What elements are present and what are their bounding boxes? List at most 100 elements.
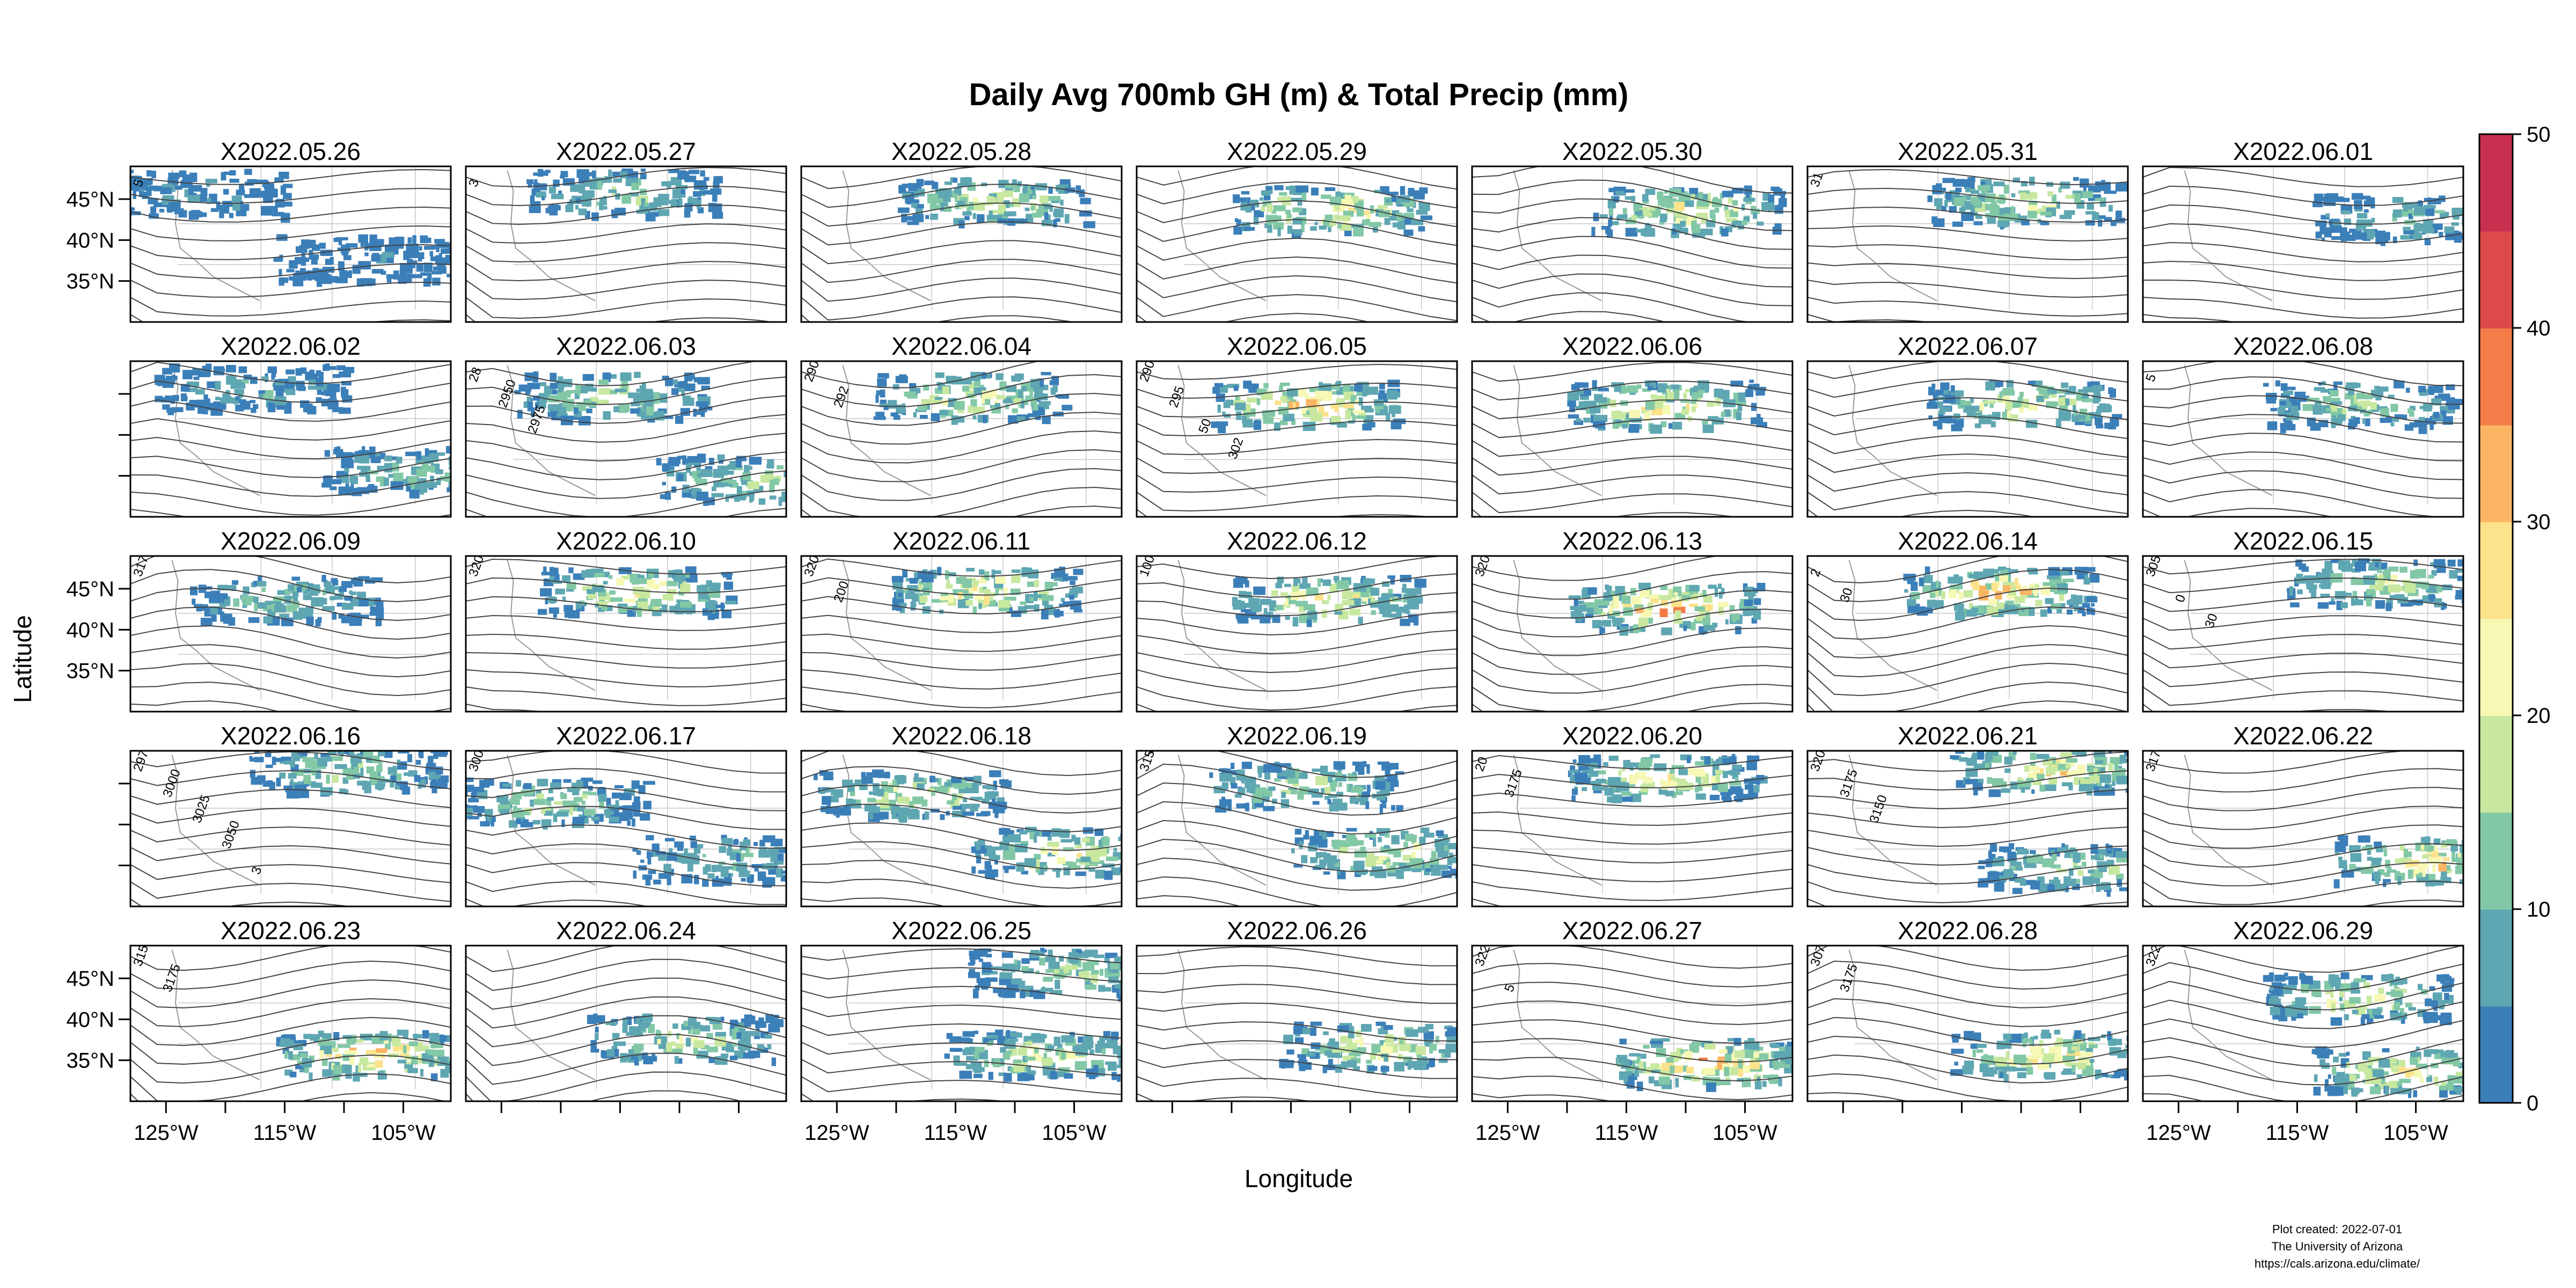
precip-cell [2057, 608, 2062, 614]
precip-cell [1297, 791, 1304, 800]
precip-cell [2101, 180, 2105, 185]
precip-cell [241, 379, 249, 384]
precip-cell [1004, 867, 1009, 873]
precip-cell [893, 786, 898, 792]
precip-cell [2464, 592, 2475, 600]
precip-cell [1286, 766, 1292, 773]
precip-cell [272, 603, 276, 612]
precip-cell [536, 183, 547, 191]
precip-cell [1936, 205, 1942, 210]
precip-cell [1655, 400, 1664, 409]
precip-cell [400, 267, 406, 272]
gh-contour [466, 669, 786, 687]
precip-cell [418, 751, 423, 757]
precip-cell [1034, 604, 1040, 612]
precip-cell [1748, 384, 1758, 390]
panel: X2022.06.01 [2142, 137, 2476, 323]
precip-cell [1366, 764, 1370, 774]
precip-cell [2455, 590, 2463, 596]
precip-cell [530, 195, 535, 205]
precip-cell [1718, 602, 1729, 608]
precip-cell [573, 405, 577, 409]
precip-cell [1119, 865, 1122, 873]
precip-cell [733, 839, 739, 845]
precip-cell [1386, 413, 1391, 422]
precip-cell [1260, 598, 1272, 605]
precip-cell [662, 463, 670, 471]
precip-cell [1060, 839, 1073, 843]
precip-cell [1318, 406, 1324, 413]
precip-cell [690, 841, 694, 848]
precip-cell [2040, 211, 2052, 216]
precip-cell [1324, 787, 1331, 795]
precip-cell [1332, 799, 1343, 804]
precip-cell [1375, 409, 1388, 416]
precip-cell [788, 866, 801, 872]
precip-cell [1607, 229, 1613, 238]
panel-frame [1136, 360, 1458, 518]
precip-cell [1387, 192, 1399, 195]
precip-cell [202, 407, 208, 415]
precip-cell [2085, 211, 2096, 215]
precip-cell [1060, 598, 1065, 602]
precip-cell [2385, 580, 2389, 584]
precip-cell [493, 447, 497, 455]
precip-cell [180, 180, 193, 188]
precip-cell [1291, 419, 1296, 425]
precip-cell [2319, 225, 2326, 235]
gh-contour [1807, 569, 2128, 602]
gh-contour [801, 577, 1122, 596]
precip-cell [2086, 607, 2092, 615]
precip-cell [2010, 206, 2015, 215]
precip-cell [1935, 390, 1944, 396]
panel-frame [129, 165, 452, 323]
gh-contour [466, 242, 786, 263]
precip-cell [770, 478, 779, 485]
precip-cell [1011, 574, 1021, 583]
precip-cell [760, 847, 767, 854]
precip-cell [1069, 591, 1079, 595]
precip-cell [1650, 425, 1663, 434]
precip-cell [1008, 844, 1015, 851]
precip-cell [2074, 193, 2081, 203]
precip-cell [1418, 226, 1425, 232]
precip-cell [281, 617, 294, 626]
precip-cell [320, 273, 330, 279]
gh-contour [466, 686, 786, 706]
precip-cell [2468, 214, 2476, 219]
precip-cell [594, 819, 599, 824]
precip-cell [466, 805, 478, 810]
precip-cell [551, 580, 562, 584]
precip-cell [2329, 390, 2339, 397]
gh-contour [130, 280, 451, 298]
gh-contour [1807, 491, 2128, 515]
precip-cell [433, 751, 438, 759]
precip-cell [1262, 201, 1272, 207]
panel-plot-area [801, 751, 1122, 906]
precip-cell [935, 397, 943, 401]
precip-cell [1284, 583, 1291, 587]
precip-cell [631, 780, 640, 789]
precip-cell [615, 193, 620, 200]
precip-cell [741, 878, 746, 882]
precip-cell [557, 811, 569, 817]
precip-cell [1407, 599, 1419, 610]
gh-contour [130, 625, 451, 659]
precip-cell [2385, 603, 2392, 611]
precip-cell [640, 173, 647, 180]
precip-cell [433, 266, 440, 271]
precip-cell [662, 594, 670, 601]
precip-cell [861, 772, 866, 778]
contour-label: 2975 [130, 742, 154, 773]
precip-cell [2403, 230, 2414, 235]
precip-cell [2002, 569, 2009, 574]
precip-cell [2010, 400, 2022, 408]
precip-cell [1574, 420, 1584, 425]
precip-cell [683, 573, 690, 578]
precip-cell [815, 481, 824, 486]
precip-cell [247, 179, 257, 183]
precip-cell [1609, 605, 1613, 614]
precip-cell [1073, 865, 1081, 869]
precip-cell [1958, 591, 1963, 599]
